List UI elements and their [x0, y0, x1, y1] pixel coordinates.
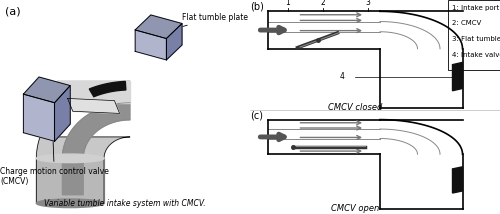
Text: 3: Flat tumble plate: 3: Flat tumble plate — [452, 36, 500, 42]
Text: 1: Intake port: 1: Intake port — [452, 4, 500, 10]
Ellipse shape — [36, 199, 104, 208]
Text: (b): (b) — [250, 1, 264, 11]
Text: Charge motion control valve
(CMCV): Charge motion control valve (CMCV) — [0, 115, 109, 186]
Text: 4: Intake valve: 4: Intake valve — [452, 52, 500, 58]
Polygon shape — [36, 81, 130, 203]
Polygon shape — [135, 30, 166, 60]
Polygon shape — [24, 77, 70, 103]
Text: Variable tumble intake system with CMCV.: Variable tumble intake system with CMCV. — [44, 199, 205, 208]
Polygon shape — [90, 81, 126, 97]
Polygon shape — [57, 81, 130, 103]
Text: 2: 2 — [320, 0, 325, 7]
Polygon shape — [166, 24, 182, 60]
Polygon shape — [24, 94, 54, 141]
Text: (a): (a) — [5, 6, 21, 16]
Text: 3: 3 — [365, 0, 370, 7]
Ellipse shape — [36, 154, 104, 163]
Polygon shape — [452, 62, 462, 91]
Polygon shape — [36, 158, 104, 203]
Text: 1: 1 — [285, 0, 290, 7]
Text: CMCV closed: CMCV closed — [328, 103, 382, 112]
Polygon shape — [452, 167, 462, 193]
Text: 4: 4 — [340, 72, 345, 81]
Polygon shape — [54, 86, 70, 141]
Polygon shape — [68, 98, 120, 113]
Polygon shape — [135, 15, 182, 39]
Polygon shape — [62, 103, 130, 195]
Text: Flat tumble plate: Flat tumble plate — [160, 13, 248, 34]
Text: CMCV open: CMCV open — [331, 204, 379, 213]
Text: (c): (c) — [250, 110, 263, 120]
Text: 2: CMCV: 2: CMCV — [452, 20, 482, 26]
